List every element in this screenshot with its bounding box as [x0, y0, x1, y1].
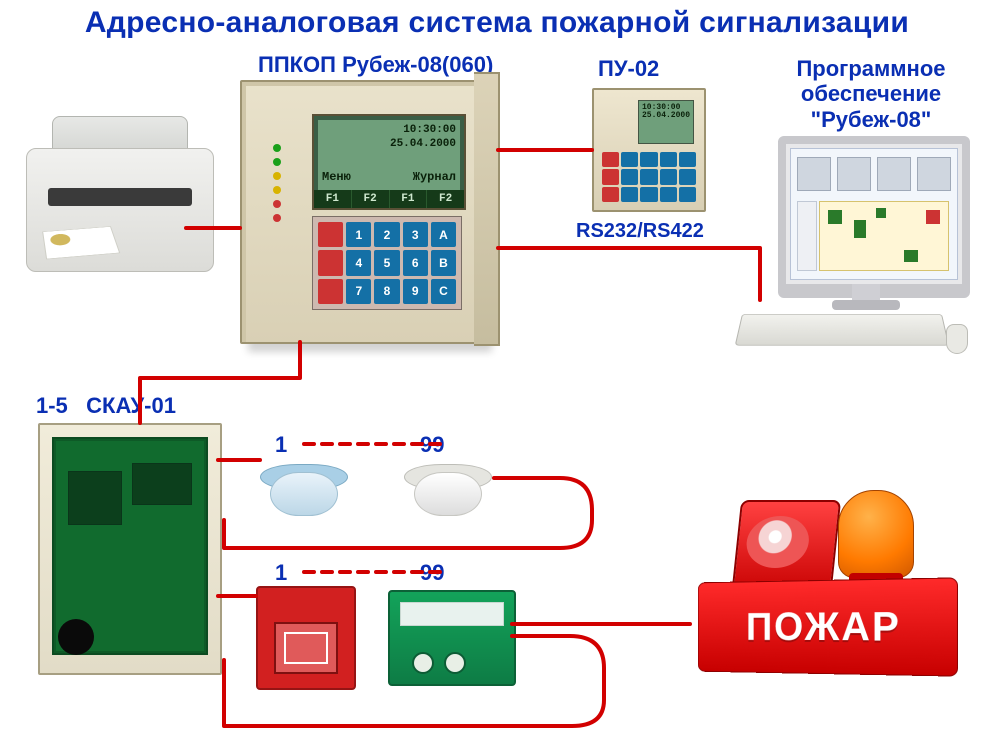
- beacon-icon: [838, 490, 914, 578]
- lcd-fkey: F1: [314, 190, 352, 208]
- panel-keypad: 1 2 3 A 4 5 6 B 7 8 9 C: [312, 216, 462, 310]
- skau-device: [38, 423, 222, 675]
- keypad-key[interactable]: [318, 222, 343, 247]
- label-skau: 1-5 СКАУ-01: [36, 393, 176, 418]
- control-panel-device: 10:30:00 25.04.2000 Меню Журнал F1 F2 F1…: [240, 80, 484, 344]
- keypad-key[interactable]: 8: [374, 279, 399, 304]
- keypad-key[interactable]: 6: [403, 250, 428, 275]
- keypad-key[interactable]: 9: [403, 279, 428, 304]
- label-link: RS232/RS422: [576, 220, 704, 243]
- panel-lcd: 10:30:00 25.04.2000 Меню Журнал F1 F2 F1…: [312, 114, 466, 210]
- loop2-start: 1: [275, 560, 287, 586]
- lcd-date: 25.04.2000: [390, 138, 456, 150]
- monitor-icon: [778, 136, 970, 298]
- lcd-menu-right: Журнал: [413, 170, 456, 184]
- manual-call-point: [256, 586, 356, 690]
- lcd-menu-left: Меню: [322, 170, 351, 184]
- label-panel: ППКОП Рубеж-08(060): [258, 52, 493, 77]
- mouse-icon: [946, 324, 968, 354]
- lcd-fkey: F1: [390, 190, 428, 208]
- diagram-title: Адресно-аналоговая система пожарной сигн…: [0, 6, 994, 40]
- fire-sign: ПОЖАР: [698, 577, 958, 676]
- loop2-end: 99: [420, 560, 444, 586]
- pc-device: [736, 136, 972, 356]
- keypad-key[interactable]: 7: [346, 279, 371, 304]
- keypad-key[interactable]: 4: [346, 250, 371, 275]
- label-software: Программное обеспечение "Рубеж-08": [766, 56, 976, 132]
- keyboard-icon: [735, 314, 950, 346]
- keypad-key[interactable]: 3: [403, 222, 428, 247]
- keypad-key[interactable]: 2: [374, 222, 399, 247]
- keypad-key[interactable]: [318, 279, 343, 304]
- keypad-key[interactable]: C: [431, 279, 456, 304]
- label-pu02: ПУ-02: [598, 56, 659, 81]
- keypad-key[interactable]: B: [431, 250, 456, 275]
- pu02-device: 10:30:00 25.04.2000: [592, 88, 706, 212]
- keypad-key[interactable]: A: [431, 222, 456, 247]
- keypad-key[interactable]: 1: [346, 222, 371, 247]
- keypad-key[interactable]: [318, 250, 343, 275]
- pu02-lcd: 10:30:00 25.04.2000: [638, 100, 694, 144]
- printer-device: [22, 110, 218, 290]
- detector-blue: [258, 454, 350, 520]
- lcd-fkey: F2: [427, 190, 464, 208]
- siren-assembly: ПОЖАР: [686, 488, 966, 718]
- address-module: [388, 590, 516, 686]
- lcd-time: 10:30:00: [403, 124, 456, 136]
- lcd-fkey: F2: [352, 190, 390, 208]
- keypad-key[interactable]: 5: [374, 250, 399, 275]
- detector-white: [402, 454, 494, 520]
